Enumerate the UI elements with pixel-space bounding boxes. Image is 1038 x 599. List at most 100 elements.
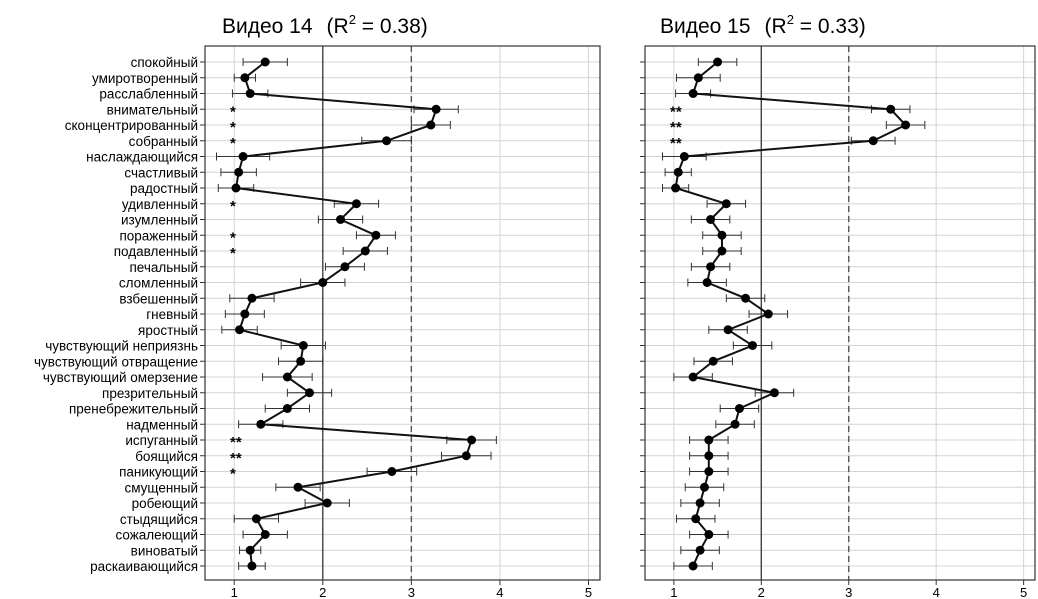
category-label: испуганный: [125, 433, 198, 448]
category-label: чувствующий омерзение: [43, 370, 198, 385]
category-label: боящийся: [135, 449, 198, 464]
category-label: паникующий: [119, 465, 198, 480]
category-label: радостный: [130, 181, 198, 196]
data-point: [730, 419, 740, 429]
data-point: [717, 246, 727, 256]
category-label: стыдящийся: [120, 512, 198, 527]
plot-frame: [644, 45, 1036, 581]
significance-marker: *: [230, 103, 236, 120]
data-point: [688, 89, 698, 98]
data-point: [247, 561, 257, 571]
x-tick-label: 5: [585, 585, 592, 599]
data-point: [695, 545, 705, 555]
significance-marker: *: [230, 245, 236, 262]
data-point: [336, 215, 346, 224]
category-label: счастливый: [124, 165, 198, 180]
x-tick-label: 2: [319, 585, 326, 599]
data-point: [723, 325, 733, 335]
x-tick-label: 4: [933, 585, 940, 599]
data-point: [282, 372, 292, 382]
data-point: [704, 467, 714, 476]
data-point: [382, 136, 392, 146]
data-point: [704, 451, 714, 461]
data-point: [235, 325, 245, 335]
panel-2-title: Видео 15 (R2 = 0.33): [660, 12, 866, 38]
data-point: [688, 561, 698, 571]
data-point: [240, 73, 250, 83]
category-label: сконцентрированный: [65, 118, 198, 133]
category-label: расслабленный: [99, 87, 198, 102]
category-label: робеющий: [132, 496, 198, 511]
data-point: [351, 199, 361, 209]
data-point: [688, 372, 698, 382]
data-point: [238, 152, 248, 161]
significance-marker: **: [670, 103, 682, 120]
data-point: [679, 152, 689, 161]
category-label: пренебрежительный: [69, 402, 198, 417]
category-label: удивленный: [122, 197, 198, 212]
category-label: внимательный: [107, 102, 198, 117]
data-point: [296, 356, 306, 366]
data-point: [322, 498, 332, 508]
category-label: яростный: [138, 323, 198, 338]
category-label: презрительный: [102, 386, 198, 401]
data-point: [282, 404, 292, 413]
data-point: [231, 183, 241, 193]
category-label: спокойный: [131, 55, 198, 70]
data-point: [305, 388, 315, 398]
category-label: чувствующий неприязнь: [45, 339, 198, 354]
data-point: [868, 136, 878, 146]
data-point: [693, 73, 703, 83]
data-point: [247, 293, 257, 303]
panel-1-title: Видео 14 (R2 = 0.38): [222, 12, 428, 38]
significance-marker: **: [230, 450, 242, 467]
data-point: [901, 120, 911, 130]
data-point: [673, 167, 683, 177]
category-label: взбешенный: [119, 291, 198, 306]
significance-marker: *: [230, 119, 236, 136]
category-label: собранный: [129, 134, 198, 149]
data-point: [734, 404, 744, 413]
category-label: виноватый: [131, 543, 198, 558]
data-point: [706, 215, 716, 224]
data-point: [721, 199, 731, 209]
significance-marker: *: [230, 466, 236, 483]
data-point: [260, 57, 270, 67]
category-label: изумленный: [121, 213, 198, 228]
data-point: [886, 104, 896, 114]
category-label: сожалеющий: [116, 528, 199, 543]
data-point: [256, 419, 266, 429]
data-point: [695, 498, 705, 508]
data-point: [704, 530, 714, 539]
significance-marker: *: [230, 135, 236, 152]
category-label: пораженный: [119, 228, 198, 243]
category-label: чувствующий отвращение: [34, 354, 198, 369]
data-point: [717, 230, 727, 240]
significance-marker: **: [670, 119, 682, 136]
data-point: [713, 57, 723, 67]
x-tick-label: 1: [670, 585, 677, 599]
data-point: [671, 183, 681, 193]
significance-marker: *: [230, 198, 236, 215]
data-point: [741, 293, 751, 303]
data-point: [240, 309, 250, 319]
data-point: [704, 435, 714, 445]
data-point: [298, 341, 308, 350]
significance-marker: **: [670, 135, 682, 152]
x-tick-label: 3: [845, 585, 852, 599]
data-point: [426, 120, 436, 130]
data-point: [691, 514, 701, 524]
data-point: [461, 451, 471, 461]
category-label: раскаивающийся: [90, 559, 198, 574]
data-point: [702, 278, 712, 287]
category-label: надменный: [126, 417, 198, 432]
category-label: гневный: [146, 307, 198, 322]
data-point: [318, 278, 328, 287]
data-point: [706, 262, 716, 272]
data-point: [251, 514, 261, 524]
plot-area: [645, 46, 1035, 580]
plot-frame: [204, 45, 601, 581]
significance-marker: **: [230, 434, 242, 451]
data-point: [387, 467, 397, 476]
category-label: печальный: [129, 260, 198, 275]
